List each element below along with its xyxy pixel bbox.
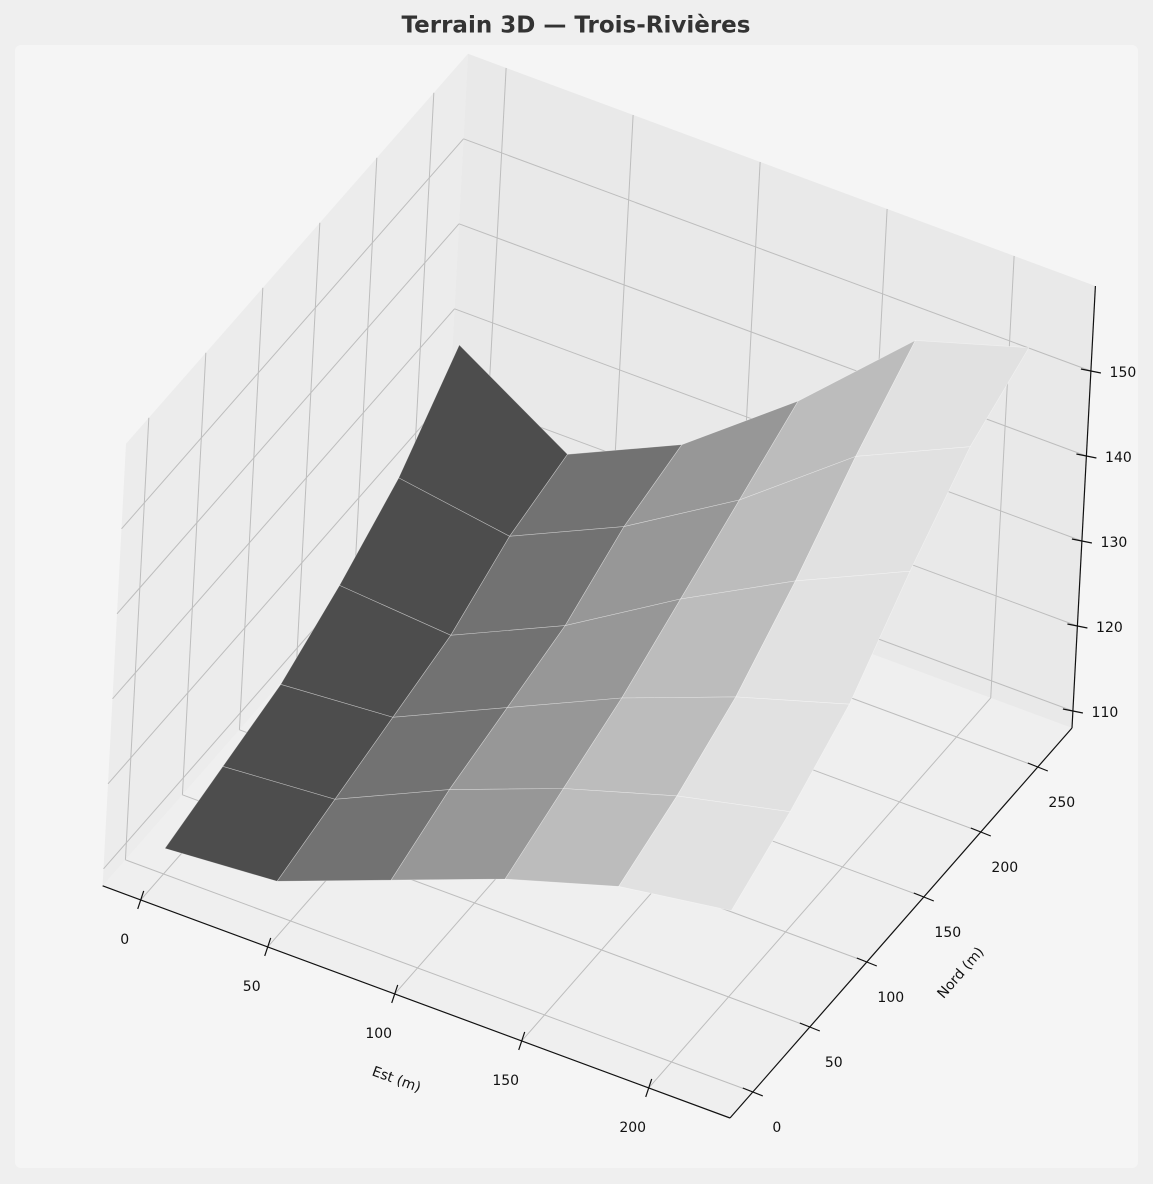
grid-line	[124, 417, 150, 860]
grid-line	[463, 138, 1092, 372]
x-tick	[137, 890, 145, 910]
x-tick-label: 200	[619, 1120, 646, 1136]
y-tick	[856, 957, 878, 967]
surface-patch	[795, 446, 971, 582]
grid-line	[112, 308, 455, 700]
y-axis	[729, 727, 1073, 1119]
y-tick	[913, 892, 935, 902]
x-tick	[264, 937, 272, 957]
z-tick-label: 110	[1092, 705, 1119, 721]
y-tick-label: 50	[825, 1055, 843, 1071]
y-tick	[1027, 762, 1049, 772]
z-tick-label: 150	[1110, 365, 1137, 381]
grid-line	[990, 255, 1015, 698]
grid-line	[107, 393, 451, 785]
axes-3d: 0 50 100 150 200 0 50 100 150 200 250 110 120 130 140 1…	[102, 53, 1137, 1136]
grid-line	[648, 697, 992, 1089]
z-tick	[1076, 453, 1097, 459]
y-tick-label: 200	[991, 860, 1018, 876]
left-pane	[102, 53, 468, 886]
x-tick-label: 150	[492, 1073, 519, 1089]
y-tick-label: 100	[877, 990, 904, 1006]
z-tick	[1071, 538, 1093, 544]
grid-line	[125, 859, 753, 1093]
x-tick-label: 50	[243, 979, 261, 995]
x-tick-label: 100	[365, 1026, 392, 1042]
grid-line	[121, 138, 464, 530]
y-tick-label: 250	[1048, 795, 1075, 811]
z-tick-label: 120	[1096, 620, 1123, 636]
x-tick	[518, 1031, 526, 1051]
chart-title: Terrain 3D — Trois-Rivières	[402, 13, 751, 39]
z-axis	[1071, 285, 1096, 729]
grid-line	[181, 352, 207, 795]
x-tick	[391, 984, 399, 1004]
grid-line	[352, 157, 378, 600]
z-tick-label: 140	[1105, 450, 1132, 466]
z-tick	[1080, 368, 1102, 374]
y-tick-label: 0	[772, 1120, 781, 1136]
back-pane	[444, 53, 1096, 729]
y-tick	[742, 1087, 764, 1097]
surface-patch	[618, 795, 791, 912]
y-tick-label: 150	[934, 925, 961, 941]
grid-line	[295, 222, 321, 665]
y-tick	[970, 827, 992, 837]
z-tick	[1062, 708, 1084, 714]
y-tick	[799, 1022, 821, 1032]
surface-patch	[735, 570, 911, 705]
grid-line	[116, 223, 460, 615]
z-tick	[1067, 623, 1088, 629]
x-tick-label: 0	[120, 932, 129, 948]
x-axis	[102, 885, 731, 1119]
grid-line	[238, 287, 264, 730]
x-tick	[645, 1078, 653, 1098]
z-tick-label: 130	[1101, 535, 1128, 551]
